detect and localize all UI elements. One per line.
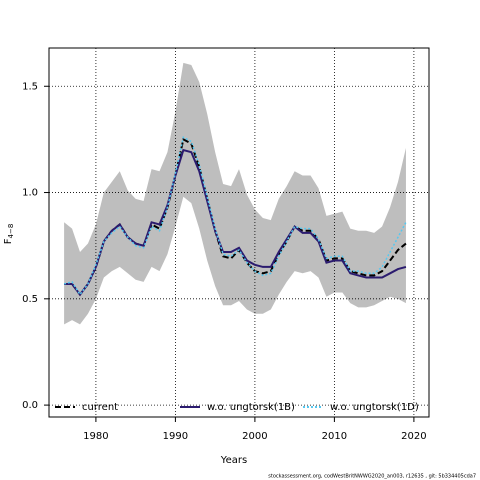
x-tick-label: 2010 <box>322 431 347 442</box>
legend-label: current <box>82 402 118 413</box>
x-tick-label: 2000 <box>242 431 267 442</box>
x-tick-label: 1990 <box>163 431 188 442</box>
plot-frame <box>48 47 430 418</box>
legend-label: w.o. ungtorsk(1D) <box>330 402 419 413</box>
series-line <box>64 137 407 297</box>
x-tick-label: 2020 <box>401 431 426 442</box>
series-line <box>64 148 407 297</box>
y-tick-label: 0.5 <box>22 294 38 305</box>
x-tick-label: 1980 <box>83 431 108 442</box>
y-tick-label: 1.0 <box>22 188 38 199</box>
y-tick-label: 0.0 <box>22 400 38 411</box>
legend-label: w.o. ungtorsk(1B) <box>207 402 295 413</box>
x-axis-label: Years <box>220 455 247 466</box>
y-axis-label: F4−8 <box>3 224 15 245</box>
series-line <box>63 136 407 296</box>
y-tick-label: 1.5 <box>22 81 38 92</box>
y-axis-label-sub: 4−8 <box>7 224 15 239</box>
footer: stockassessment.org, codWestBritNWWG2020… <box>268 474 476 480</box>
y-axis-label-main: F <box>3 238 14 244</box>
confidence-band <box>64 62 406 325</box>
